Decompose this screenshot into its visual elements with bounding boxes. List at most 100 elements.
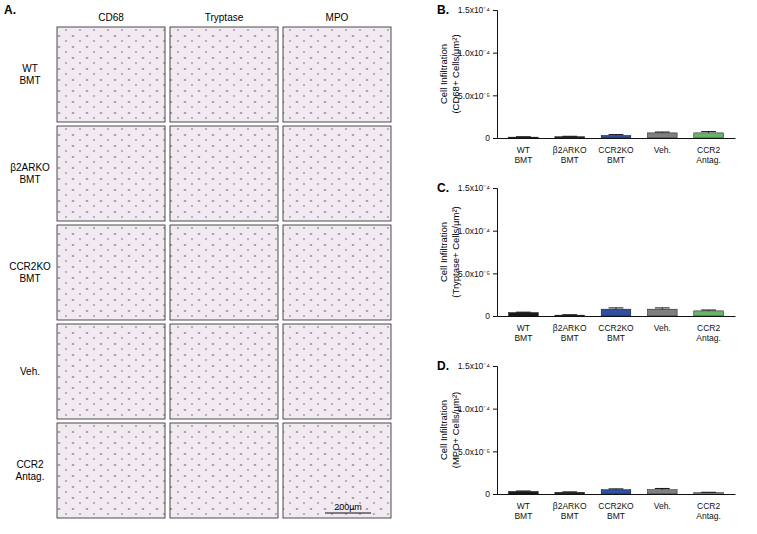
y-tick: 0	[485, 133, 497, 143]
y-tick-label: 0	[485, 311, 490, 321]
y-axis-line	[493, 189, 498, 317]
micrograph	[283, 423, 391, 518]
y-axis-title: Cell Infiltration(Tryptase+ Cells/µm²)	[438, 206, 461, 297]
micrograph	[57, 225, 165, 320]
bar	[509, 313, 539, 316]
panel-label: B.	[437, 3, 449, 17]
x-tick: CCR2KOBMT	[598, 316, 634, 343]
y-tick-label: 0	[485, 489, 490, 499]
y-tick-label: 1.5x10⁻⁴	[458, 361, 491, 371]
bar-chart: D.05.0x10⁻⁵1.0x10⁻⁴1.5x10⁻⁴Cell Infiltra…	[437, 359, 736, 521]
error-bar	[562, 491, 577, 492]
x-tick-label: Veh.	[654, 145, 671, 155]
y-tick: 0	[485, 311, 497, 321]
error-bar	[562, 314, 577, 315]
x-axis: WTBMTβ2ARKOBMTCCR2KOBMTVeh.CCR2Antag.	[498, 494, 736, 521]
column-label: MPO	[326, 12, 349, 23]
x-axis-line	[498, 316, 736, 317]
micrograph	[283, 324, 391, 419]
y-tick-label: 1.5x10⁻⁴	[458, 183, 491, 193]
error-bar-cap	[562, 314, 577, 315]
y-axis-title-line: Cell Infiltration	[438, 44, 449, 104]
y-tick: 1.5x10⁻⁴	[458, 5, 497, 15]
y-tick-mark	[493, 273, 497, 274]
y-axis: 0 5.0x10⁻⁵ 1.0x10⁻⁴ 1.5x10⁻⁴	[458, 183, 498, 321]
y-axis-title: Cell Infiltration(MPO+ Cells/µm²)	[438, 392, 461, 468]
y-tick: 5.0x10⁻⁵	[458, 91, 497, 101]
error-bar	[516, 312, 531, 313]
error-bar-cap	[655, 488, 670, 489]
error-bar	[701, 310, 716, 312]
micrograph	[57, 324, 165, 419]
y-tick-mark	[493, 366, 497, 367]
error-bar	[655, 132, 670, 134]
x-tick: WTBMT	[514, 316, 532, 343]
y-axis-title-line: (MPO+ Cells/µm²)	[450, 392, 461, 468]
error-bar	[609, 134, 624, 136]
x-tick-label: β2ARKOBMT	[553, 145, 587, 165]
y-tick: 0	[485, 489, 497, 499]
y-tick-label: 1.0x10⁻⁴	[458, 404, 491, 414]
y-tick: 1.0x10⁻⁴	[458, 48, 497, 58]
bar	[647, 309, 677, 316]
x-tick-label: WTBMT	[514, 323, 532, 343]
y-tick: 1.5x10⁻⁴	[458, 183, 497, 193]
error-bar	[516, 136, 531, 137]
error-bar-cap	[516, 491, 531, 492]
y-axis-title: Cell Infiltration(CD68+ Cells/µm²)	[438, 34, 461, 113]
y-axis-line	[493, 367, 498, 495]
x-tick: Veh.	[654, 494, 671, 511]
error-bar-cap	[701, 131, 716, 132]
micrograph	[170, 225, 278, 320]
error-bar	[701, 132, 716, 133]
error-bar	[609, 308, 624, 309]
x-tick-label: Veh.	[654, 323, 671, 333]
x-tick-label: WTBMT	[514, 145, 532, 165]
y-tick-label: 5.0x10⁻⁵	[458, 269, 490, 279]
row-label: WTBMT	[19, 63, 40, 86]
x-tick: β2ARKOBMT	[553, 138, 587, 165]
y-tick-mark	[493, 10, 497, 11]
x-tick-label: CCR2Antag.	[696, 323, 721, 343]
error-bar-cap	[516, 312, 531, 313]
y-tick: 1.0x10⁻⁴	[458, 226, 497, 236]
panel-label: C.	[437, 181, 449, 195]
y-tick-mark	[493, 231, 497, 232]
figure-canvas: A.CD68TryptaseMPOWTBMTβ2ARKOBMTCCR2KOBMT…	[0, 0, 757, 534]
column-label: CD68	[98, 12, 124, 23]
y-tick-mark	[493, 188, 497, 189]
x-axis: WTBMTβ2ARKOBMTCCR2KOBMTVeh.CCR2Antag.	[498, 316, 736, 343]
scale-bar	[325, 512, 371, 513]
micrograph	[170, 324, 278, 419]
bar	[647, 490, 677, 494]
bars	[509, 308, 724, 316]
micrograph	[170, 27, 278, 122]
y-axis-title-line: Cell Infiltration	[438, 400, 449, 460]
y-tick-mark	[493, 451, 497, 452]
bar	[694, 493, 724, 494]
bar	[601, 135, 631, 138]
error-bar-cap	[562, 136, 577, 137]
error-bar-cap	[655, 307, 670, 308]
micrograph	[170, 423, 278, 518]
micrograph	[57, 423, 165, 518]
bar	[601, 309, 631, 316]
y-tick-mark	[493, 53, 497, 54]
scale-bar-label: 200µm	[334, 502, 362, 512]
column-label: Tryptase	[205, 12, 244, 23]
bar	[694, 311, 724, 316]
bar	[555, 137, 585, 138]
error-bar-cap	[701, 492, 716, 493]
x-tick-label: CCR2KOBMT	[598, 145, 634, 165]
y-axis-line	[493, 11, 498, 139]
bars	[509, 132, 724, 138]
bar	[601, 490, 631, 494]
y-tick-label: 1.0x10⁻⁴	[458, 48, 491, 58]
error-bar-cap	[609, 134, 624, 135]
x-tick: CCR2Antag.	[696, 316, 721, 343]
x-tick: Veh.	[654, 138, 671, 155]
y-axis-title-line: Cell Infiltration	[438, 222, 449, 282]
row-label: CCR2Antag.	[16, 459, 45, 482]
error-bar	[701, 492, 716, 493]
micrograph	[283, 27, 391, 122]
